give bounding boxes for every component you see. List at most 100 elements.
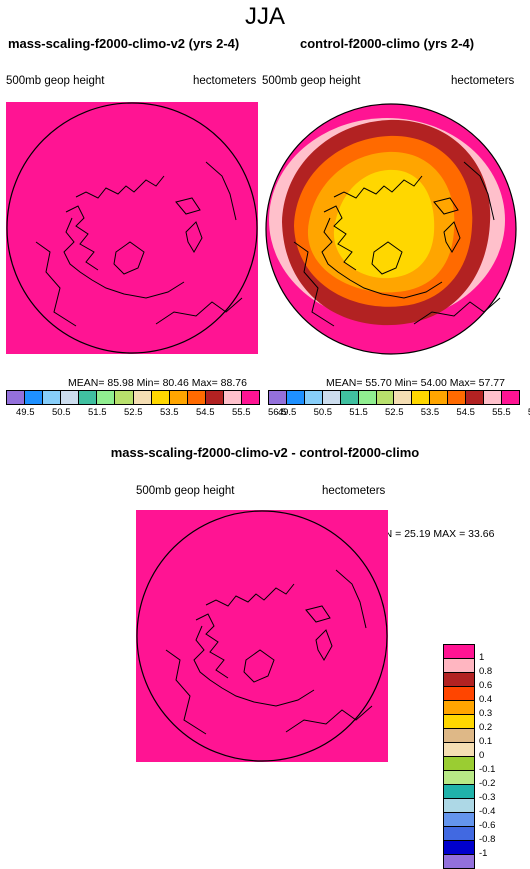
diff-min-value: 25.19 bbox=[404, 528, 431, 540]
colorbar-swatch bbox=[444, 840, 474, 854]
colorbar-tick-label: -0.3 bbox=[479, 792, 496, 803]
colorbar-tick-label: 52.5 bbox=[124, 407, 143, 418]
colorbar-tick-label: -0.6 bbox=[479, 820, 496, 831]
diff-stats: MIN = 25.19 MAX = 33.66 bbox=[373, 528, 494, 540]
colorbar-swatch bbox=[444, 770, 474, 784]
right-colorbar bbox=[268, 390, 520, 405]
right-map-boundary bbox=[265, 103, 517, 355]
diff-map-fill bbox=[136, 510, 388, 762]
colorbar-tick-label: -1 bbox=[479, 848, 488, 859]
colorbar-tick-label: 0 bbox=[479, 750, 485, 761]
colorbar-swatch bbox=[444, 756, 474, 770]
right-max-value: 57.77 bbox=[478, 377, 505, 389]
min-label: Min= bbox=[136, 377, 160, 389]
diff-colorbar bbox=[443, 644, 475, 869]
diff-max-value: 33.66 bbox=[468, 528, 495, 540]
left-field-label: 500mb geop height bbox=[6, 75, 105, 87]
left-colorbar bbox=[6, 390, 260, 405]
left-min-value: 80.46 bbox=[162, 377, 189, 389]
colorbar-swatch bbox=[444, 714, 474, 728]
colorbar-tick-label: 0.4 bbox=[479, 694, 493, 705]
right-coastlines bbox=[293, 161, 501, 327]
colorbar-tick-label: 1 bbox=[479, 652, 485, 663]
diff-coastlines bbox=[165, 569, 373, 735]
colorbar-swatch bbox=[303, 391, 322, 404]
colorbar-tick-label: 54.5 bbox=[456, 407, 475, 418]
colorbar-tick-label: 0.1 bbox=[479, 736, 493, 747]
mean-label: MEAN= bbox=[326, 377, 363, 389]
right-contour-core bbox=[333, 169, 435, 279]
colorbar-swatch bbox=[204, 391, 223, 404]
colorbar-swatch bbox=[444, 686, 474, 700]
min-label: Min= bbox=[394, 377, 418, 389]
colorbar-tick-label: 0.6 bbox=[479, 680, 493, 691]
colorbar-swatch bbox=[483, 391, 501, 404]
max-eq-label: MAX = bbox=[433, 528, 466, 540]
left-mean-value: 85.98 bbox=[107, 377, 134, 389]
colorbar-tick-label: 0.8 bbox=[479, 666, 493, 677]
colorbar-swatch bbox=[132, 391, 151, 404]
colorbar-tick-label: 53.5 bbox=[420, 407, 440, 418]
right-mean-value: 55.70 bbox=[365, 377, 392, 389]
colorbar-tick-label: 51.5 bbox=[349, 407, 368, 418]
colorbar-tick-label: -0.2 bbox=[479, 778, 496, 789]
right-panel-title: control-f2000-climo (yrs 2-4) bbox=[300, 36, 475, 51]
colorbar-swatch bbox=[411, 391, 430, 404]
colorbar-tick-label: 0.3 bbox=[479, 708, 493, 719]
colorbar-tick-label: 55.5 bbox=[492, 407, 511, 418]
colorbar-tick-label: 50.5 bbox=[52, 407, 71, 418]
diff-panel-title: mass-scaling-f2000-climo-v2 - control-f2… bbox=[110, 445, 420, 460]
right-min-value: 54.00 bbox=[420, 377, 447, 389]
colorbar-swatch bbox=[96, 391, 115, 404]
colorbar-swatch bbox=[321, 391, 340, 404]
colorbar-tick-label: 0.2 bbox=[479, 722, 493, 733]
colorbar-swatch bbox=[444, 854, 474, 868]
colorbar-swatch bbox=[444, 812, 474, 826]
colorbar-swatch bbox=[444, 728, 474, 742]
left-map-boundary bbox=[6, 102, 258, 354]
colorbar-tick-label: 55.5 bbox=[232, 407, 251, 418]
colorbar-tick-label: -0.1 bbox=[479, 764, 496, 775]
colorbar-swatch bbox=[241, 391, 260, 404]
colorbar-swatch bbox=[269, 391, 286, 404]
left-stats: MEAN= 85.98 Min= 80.46 Max= 88.76 bbox=[68, 377, 247, 389]
colorbar-swatch bbox=[444, 798, 474, 812]
colorbar-swatch bbox=[444, 658, 474, 672]
colorbar-swatch bbox=[429, 391, 448, 404]
left-coastlines bbox=[35, 161, 243, 327]
colorbar-tick-label: 50.5 bbox=[313, 407, 333, 418]
colorbar-swatch bbox=[444, 742, 474, 756]
left-map-fill bbox=[6, 102, 258, 354]
colorbar-tick-label: 54.5 bbox=[196, 407, 215, 418]
max-label: Max= bbox=[449, 377, 476, 389]
right-field-label: 500mb geop height bbox=[262, 75, 361, 87]
colorbar-swatch bbox=[444, 784, 474, 798]
right-units-label: hectometers bbox=[451, 75, 515, 87]
colorbar-swatch bbox=[42, 391, 61, 404]
colorbar-swatch bbox=[78, 391, 97, 404]
colorbar-swatch bbox=[60, 391, 79, 404]
colorbar-tick-label: 56.5 bbox=[268, 407, 287, 418]
colorbar-swatch bbox=[500, 391, 519, 404]
season-title: JJA bbox=[244, 3, 285, 30]
colorbar-tick-label: 56.5 bbox=[528, 407, 530, 418]
left-map bbox=[6, 102, 258, 354]
colorbar-swatch bbox=[375, 391, 394, 404]
left-max-value: 88.76 bbox=[220, 377, 247, 389]
diff-field-label: 500mb geop height bbox=[136, 485, 235, 497]
colorbar-tick-label: 49.5 bbox=[16, 407, 35, 418]
colorbar-swatch bbox=[465, 391, 484, 404]
colorbar-tick-label: -0.8 bbox=[479, 834, 496, 845]
max-label: Max= bbox=[191, 377, 218, 389]
colorbar-swatch bbox=[222, 391, 242, 404]
colorbar-swatch bbox=[285, 391, 304, 404]
colorbar-tick-label: 51.5 bbox=[88, 407, 107, 418]
colorbar-swatch bbox=[150, 391, 169, 404]
colorbar-swatch bbox=[444, 700, 474, 714]
colorbar-swatch bbox=[357, 391, 376, 404]
diff-map bbox=[136, 510, 388, 762]
colorbar-swatch bbox=[186, 391, 205, 404]
colorbar-swatch bbox=[24, 391, 43, 404]
colorbar-swatch bbox=[168, 391, 187, 404]
colorbar-swatch bbox=[7, 391, 25, 404]
